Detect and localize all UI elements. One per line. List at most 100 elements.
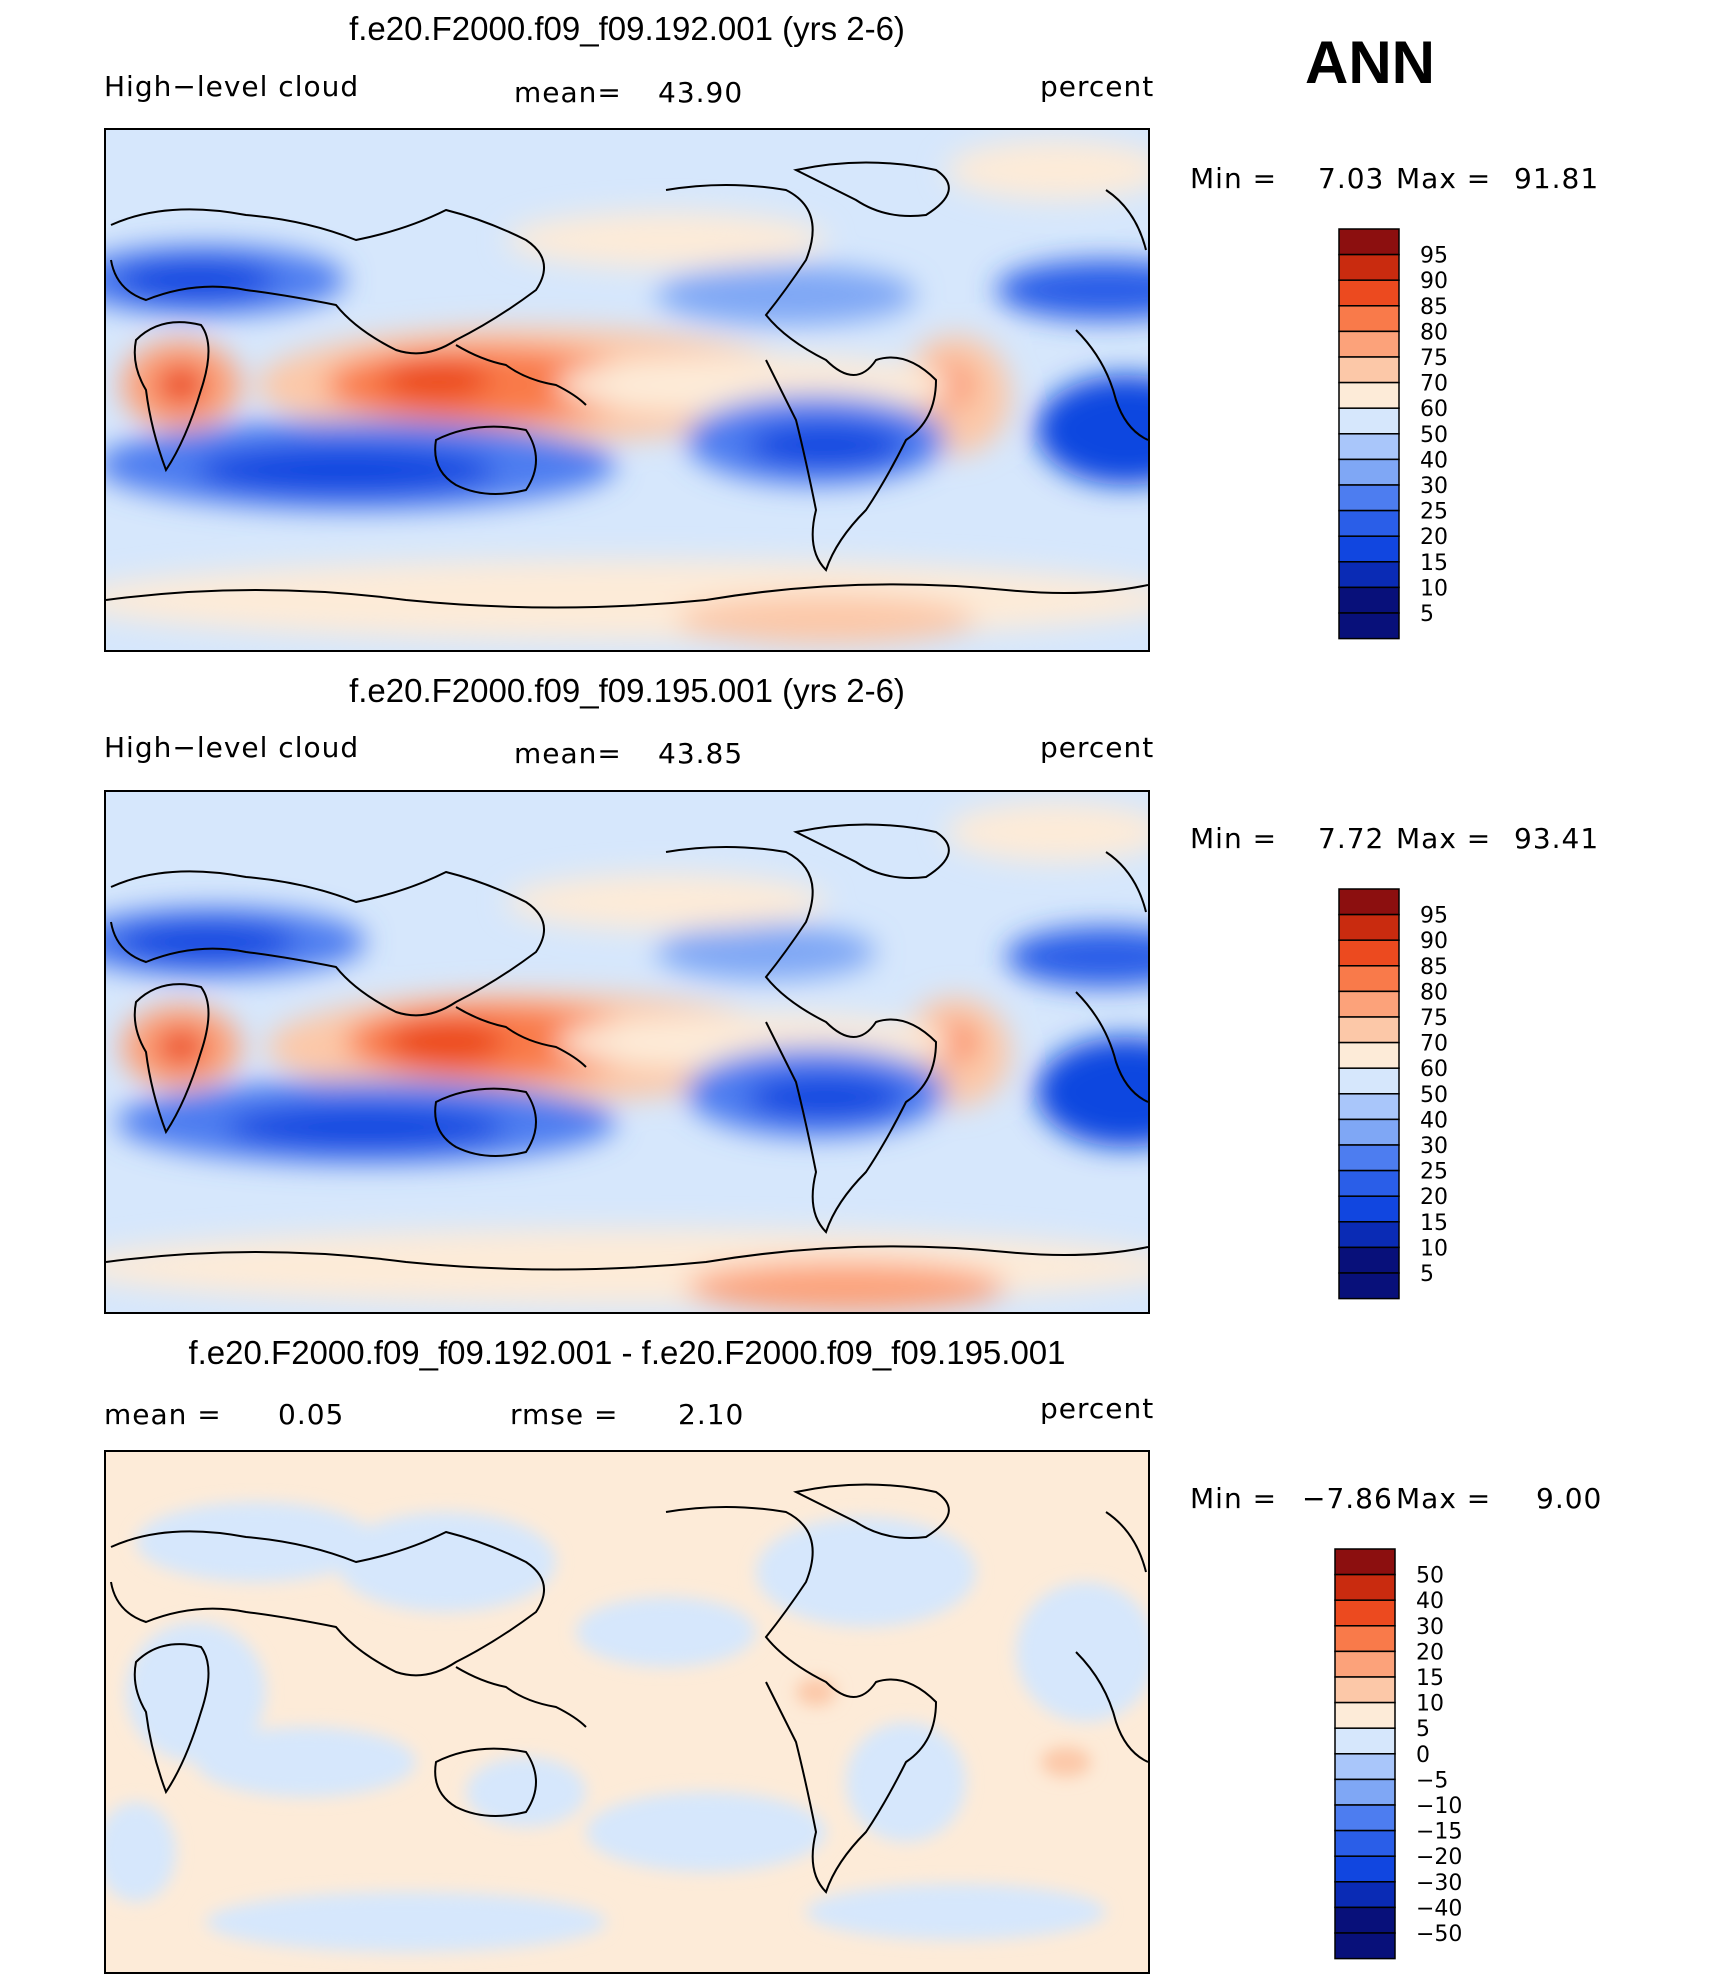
- colorbar-swatch: [1338, 612, 1400, 640]
- colorbar-swatch: [1338, 407, 1400, 435]
- panel2-dry-se-pacific-core: [746, 1075, 906, 1119]
- colorbar-tick-label: 85: [1420, 295, 1448, 320]
- colorbar-swatch: [1338, 1041, 1400, 1069]
- colorbar-tick-label: 75: [1420, 1006, 1448, 1031]
- colorbar-swatch: [1338, 433, 1400, 461]
- colorbar-swatch: [1334, 1778, 1396, 1806]
- colorbar-tick-label: 85: [1420, 955, 1448, 980]
- panel1-coastlines: [106, 161, 1148, 609]
- panel1-min-label: Min =: [1190, 162, 1278, 195]
- colorbar-swatch: [1338, 990, 1400, 1018]
- panel3-neg-namerica: [756, 1517, 976, 1627]
- panel3-neg-samerica: [846, 1722, 966, 1842]
- panel1-units: percent: [1040, 70, 1155, 103]
- colorbar-tick-label: −40: [1416, 1896, 1462, 1921]
- colorbar-swatch: [1334, 1855, 1396, 1883]
- panel2-mean-label: mean=: [514, 737, 622, 770]
- colorbar-swatch: [1334, 1829, 1396, 1857]
- panel1-colorbar: 95 90 85 80 75 70 60 50 40 30 25 20 15 10 5: [1338, 228, 1478, 647]
- panel3-units: percent: [1040, 1392, 1155, 1425]
- colorbar-tick-label: 30: [1416, 1615, 1444, 1640]
- colorbar-swatch: [1338, 965, 1400, 993]
- colorbar-tick-label: 25: [1420, 1160, 1448, 1185]
- panel2-coastlines: [106, 823, 1148, 1271]
- colorbar-tick-label: 30: [1420, 1134, 1448, 1159]
- colorbar-tick-label: 50: [1420, 1083, 1448, 1108]
- colorbar-tick-label: 5: [1420, 602, 1434, 627]
- colorbar-swatch: [1338, 1169, 1400, 1197]
- panel3-mean-value: 0.05: [278, 1398, 345, 1431]
- panel2-variable: High−level cloud: [104, 731, 360, 764]
- panel2-storm-north-pacific: [506, 874, 826, 930]
- colorbar-tick-label: 95: [1420, 904, 1448, 929]
- panel1-max-label: Max =: [1396, 162, 1492, 195]
- panel3-neg-west: [106, 1802, 176, 1902]
- colorbar-tick-label: −15: [1416, 1820, 1462, 1845]
- colorbar-swatch: [1338, 484, 1400, 512]
- panel3-neg-pacific-n: [576, 1597, 756, 1667]
- panel1-storm-arctic: [946, 140, 1148, 200]
- colorbar-tick-label: −5: [1416, 1768, 1448, 1793]
- colorbar-swatch: [1334, 1650, 1396, 1678]
- panel2-min-value: 7.72: [1318, 822, 1385, 855]
- colorbar-swatch: [1334, 1881, 1396, 1909]
- colorbar-swatch: [1334, 1804, 1396, 1832]
- panel3-coastlines: [110, 1483, 1148, 1894]
- panel3-max-label: Max =: [1396, 1482, 1492, 1515]
- colorbar-tick-label: 40: [1420, 448, 1448, 473]
- colorbar-tick-label: −50: [1416, 1922, 1462, 1947]
- panel1-min-value: 7.03: [1318, 162, 1385, 195]
- colorbar-swatch: [1338, 458, 1400, 486]
- colorbar-tick-label: 10: [1416, 1692, 1444, 1717]
- colorbar-swatch: [1334, 1906, 1396, 1934]
- panel3-neg-atlantic: [1016, 1582, 1148, 1722]
- colorbar-tick-label: 20: [1420, 1185, 1448, 1210]
- colorbar-swatch: [1334, 1625, 1396, 1653]
- panel3-neg-indian: [196, 1727, 416, 1797]
- colorbar-swatch: [1338, 381, 1400, 409]
- colorbar-swatch: [1338, 561, 1400, 589]
- panel2-max-value: 93.41: [1514, 822, 1600, 855]
- panel1-dry-south-indian-core: [196, 445, 496, 495]
- panel3-rmse-value: 2.10: [678, 1398, 745, 1431]
- colorbar-tick-label: 70: [1420, 372, 1448, 397]
- colorbar-tick-label: 95: [1420, 244, 1448, 269]
- panel3-title: f.e20.F2000.f09_f09.192.001 - f.e20.F200…: [188, 1334, 1066, 1371]
- colorbar-tick-label: 0: [1416, 1743, 1430, 1768]
- panel2-dry-south-atlantic: [1036, 1037, 1148, 1147]
- colorbar-swatch: [1334, 1932, 1396, 1960]
- colorbar-swatch: [1338, 279, 1400, 307]
- colorbar-swatch: [1338, 1272, 1400, 1300]
- panel3-min-label: Min =: [1190, 1482, 1278, 1515]
- panel3-neg-europe: [136, 1502, 376, 1582]
- panel3-mean-label: mean =: [104, 1398, 222, 1431]
- colorbar-swatch: [1338, 1246, 1400, 1274]
- panel1-storm-antarctic: [676, 595, 976, 645]
- panel3-neg-africa: [126, 1622, 266, 1762]
- colorbar-swatch: [1338, 888, 1400, 916]
- colorbar-tick-label: 15: [1416, 1666, 1444, 1691]
- colorbar-tick-label: 20: [1416, 1640, 1444, 1665]
- colorbar-tick-label: 25: [1420, 500, 1448, 525]
- colorbar-tick-label: 15: [1420, 551, 1448, 576]
- panel1-map: [104, 128, 1150, 652]
- panel2-max-label: Max =: [1396, 822, 1492, 855]
- colorbar-swatch: [1338, 1093, 1400, 1121]
- colorbar-tick-label: 30: [1420, 474, 1448, 499]
- colorbar-tick-label: 70: [1420, 1032, 1448, 1057]
- panel3-map: [104, 1450, 1150, 1974]
- panel2-map: [104, 790, 1150, 1314]
- colorbar-tick-label: 75: [1420, 346, 1448, 371]
- panel1-core-africa: [156, 365, 206, 405]
- panel1-dry-se-pacific-core: [746, 423, 906, 467]
- colorbar-swatch: [1338, 228, 1400, 256]
- panel2-core-indonesia: [386, 1020, 506, 1064]
- panel2-units: percent: [1040, 731, 1155, 764]
- colorbar-tick-label: 90: [1420, 269, 1448, 294]
- colorbar-swatch: [1338, 253, 1400, 281]
- panel1-storm-north-pacific: [506, 212, 826, 268]
- panel3-rmse-label: rmse =: [510, 1398, 619, 1431]
- panel3-pos-atlantic: [1041, 1747, 1091, 1777]
- colorbar-swatch: [1334, 1753, 1396, 1781]
